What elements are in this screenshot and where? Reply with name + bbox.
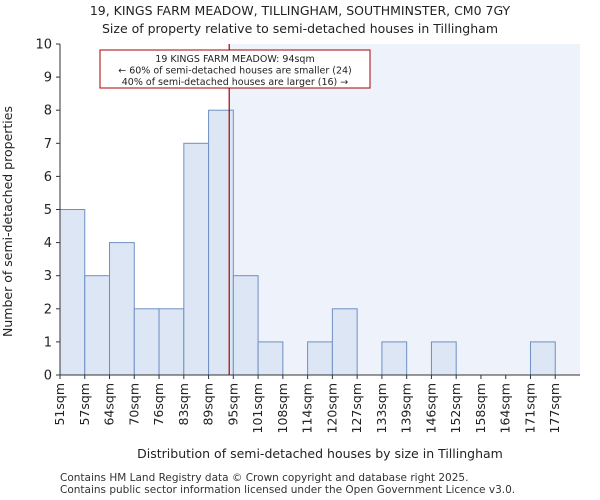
x-tick-label: 120sqm <box>324 383 339 433</box>
y-tick-label: 10 <box>35 38 52 53</box>
y-tick-label: 4 <box>44 236 52 251</box>
x-tick-label: 139sqm <box>399 383 414 433</box>
x-tick-label: 164sqm <box>498 383 513 433</box>
y-tick-label: 0 <box>44 369 52 384</box>
x-tick-label: 133sqm <box>374 383 389 433</box>
bar-57sqm <box>84 275 111 376</box>
x-tick-label: 146sqm <box>423 383 438 433</box>
bar-146sqm <box>430 341 457 376</box>
y-tick-label: 6 <box>44 170 52 185</box>
bar-114sqm <box>307 341 333 376</box>
y-tick-label: 3 <box>44 269 52 284</box>
y-tick-label: 5 <box>44 203 52 218</box>
chart-title: 19, KINGS FARM MEADOW, TILLINGHAM, SOUTH… <box>89 3 511 18</box>
x-tick-label: 177sqm <box>547 383 562 433</box>
bar-171sqm <box>529 341 556 376</box>
bar-83sqm <box>183 142 210 376</box>
annotation-line-2: ← 60% of semi-detached houses are smalle… <box>118 66 352 77</box>
x-tick-label: 101sqm <box>250 383 265 433</box>
bar-133sqm <box>381 341 408 376</box>
x-tick-label: 95sqm <box>225 383 240 426</box>
bar-70sqm <box>133 308 160 376</box>
bar-95sqm <box>232 275 259 376</box>
x-tick-label: 108sqm <box>275 383 290 433</box>
annotation-line-1: 19 KINGS FARM MEADOW: 94sqm <box>155 54 314 65</box>
x-tick-label: 89sqm <box>201 383 216 426</box>
x-tick-label: 171sqm <box>522 383 537 433</box>
y-tick-label: 9 <box>44 71 52 86</box>
footer-copyright: Contains HM Land Registry data © Crown c… <box>60 472 469 484</box>
annotation-line-3: 40% of semi-detached houses are larger (… <box>122 77 349 88</box>
bar-64sqm <box>109 242 135 376</box>
y-axis-label: Number of semi-detached properties <box>0 106 15 337</box>
bar-101sqm <box>257 341 284 376</box>
x-tick-label: 76sqm <box>151 383 166 426</box>
bar-51sqm <box>59 209 86 376</box>
bar-120sqm <box>331 308 358 376</box>
x-tick-label: 114sqm <box>300 383 315 433</box>
y-tick-label: 1 <box>44 335 52 350</box>
x-tick-label: 83sqm <box>176 383 191 426</box>
y-tick-label: 2 <box>44 302 52 317</box>
x-tick-label: 152sqm <box>448 383 463 433</box>
x-tick-label: 70sqm <box>126 383 141 426</box>
x-tick-label: 127sqm <box>349 383 364 433</box>
y-tick-label: 7 <box>44 137 52 152</box>
highlight-region <box>229 44 580 375</box>
x-tick-label: 51sqm <box>52 383 67 426</box>
chart-subtitle: Size of property relative to semi-detach… <box>101 21 499 36</box>
annotation-box <box>99 49 371 89</box>
x-tick-label: 158sqm <box>473 383 488 433</box>
x-axis-label: Distribution of semi-detached houses by … <box>137 446 503 461</box>
x-tick-label: 64sqm <box>102 383 117 426</box>
histogram-chart: 0 1 2 3 4 5 6 7 8 9 10 51sqm 57sqm 64sqm 70sqm 76sqm 83s… <box>0 38 580 461</box>
x-tick-label: 57sqm <box>77 383 92 426</box>
footer-licence: Contains public sector information licen… <box>60 484 516 496</box>
bar-76sqm <box>158 308 185 376</box>
y-tick-label: 8 <box>44 104 52 119</box>
